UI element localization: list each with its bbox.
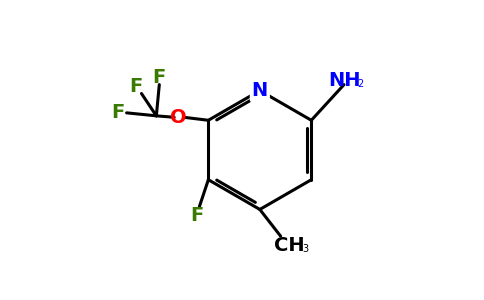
Text: CH: CH	[274, 236, 305, 255]
Text: F: F	[129, 76, 142, 96]
Text: O: O	[170, 108, 187, 127]
Text: F: F	[111, 103, 124, 122]
Text: $_3$: $_3$	[302, 241, 310, 255]
Text: N: N	[252, 81, 268, 100]
Text: F: F	[152, 68, 166, 87]
Text: F: F	[190, 206, 203, 225]
Text: $_2$: $_2$	[357, 76, 364, 90]
Text: NH: NH	[328, 71, 360, 90]
